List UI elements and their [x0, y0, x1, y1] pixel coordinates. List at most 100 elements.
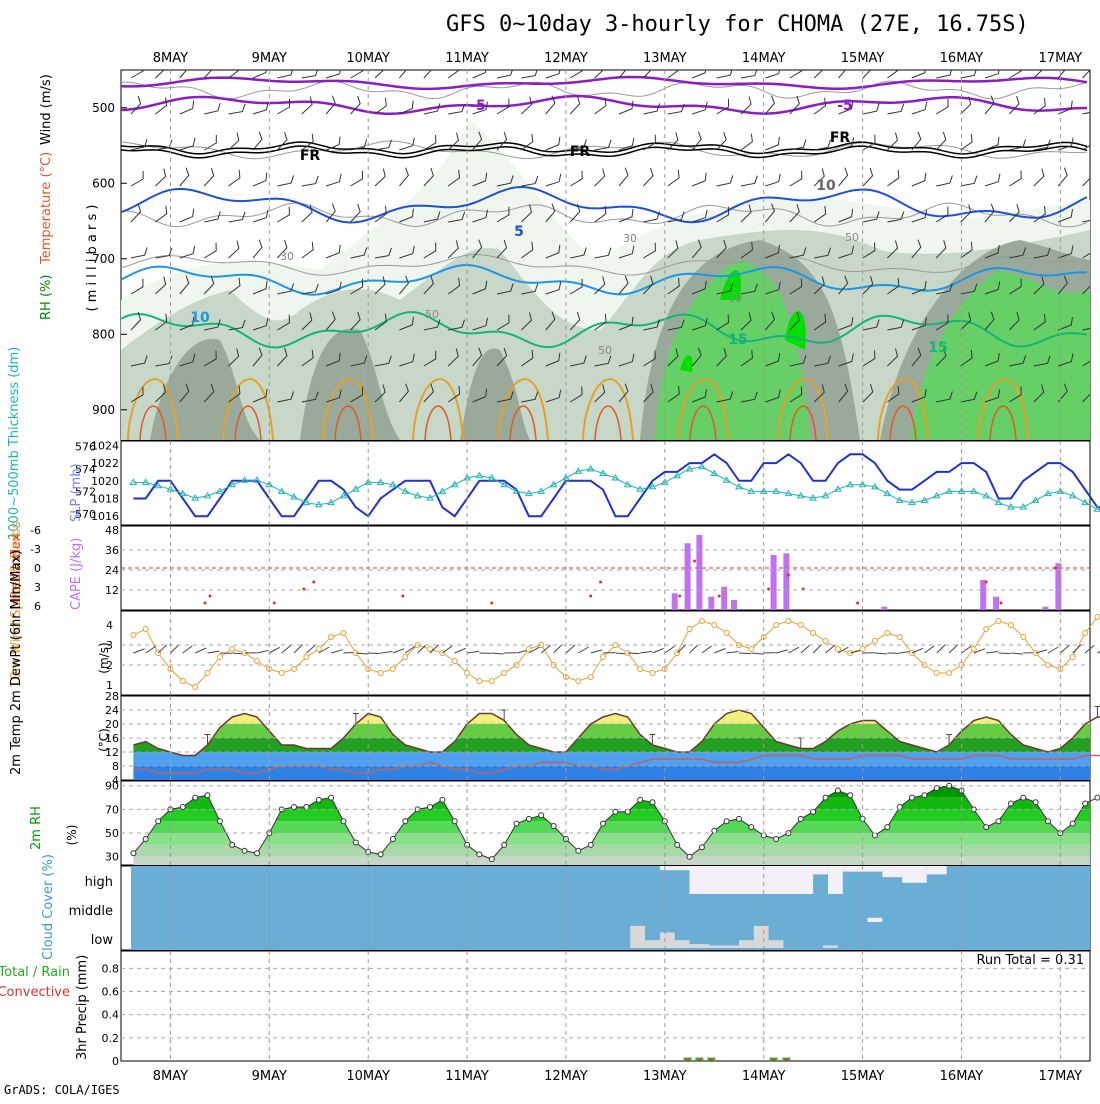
cape-bar-11: [1043, 607, 1049, 610]
rh-point: [1008, 801, 1013, 806]
cloud-low-block-9: [823, 945, 838, 948]
rh-point: [885, 825, 890, 830]
surface-wind-barb: [368, 653, 380, 654]
cloud-low-block-8: [769, 940, 784, 948]
cape-tick-36: 36: [105, 544, 119, 557]
cape-bar-6: [771, 555, 777, 610]
rh-tick-90: 90: [105, 780, 119, 793]
wind-speed-point: [1021, 635, 1026, 640]
rh-point: [452, 819, 457, 824]
rh-point: [180, 805, 185, 810]
p8-frame: [121, 951, 1090, 1061]
wind-speed-point: [947, 671, 952, 676]
wind-speed-point: [934, 671, 939, 676]
p6-unit: (%): [65, 825, 79, 846]
wind-speed-point: [650, 671, 655, 676]
wind-speed-point: [774, 623, 779, 628]
cape-bar-7: [783, 553, 789, 610]
rh-band-1: [121, 845, 1090, 857]
wind-speed-point: [403, 655, 408, 660]
rh-point: [292, 805, 297, 810]
bottom-day-label-17MAY: 17MAY: [1039, 1069, 1083, 1084]
bottom-day-label-16MAY: 16MAY: [940, 1069, 984, 1084]
rh-point: [601, 821, 606, 826]
temp-contour-label-2: FR: [300, 148, 321, 164]
rh-point: [1070, 821, 1075, 826]
li-point-10: [693, 560, 696, 563]
rh-point: [1083, 801, 1088, 806]
rh-tick-30: 30: [105, 851, 119, 864]
li-point-2: [273, 602, 276, 605]
surface-wind-barb: [628, 653, 640, 654]
slp-tick-1022: 1022: [91, 457, 119, 470]
wind-speed-point: [798, 623, 803, 628]
rh-point: [625, 809, 630, 814]
wind-speed-point: [910, 651, 915, 656]
li-point-0: [204, 602, 207, 605]
precip-convective-bar-4: [784, 1059, 788, 1061]
rh-point: [131, 851, 136, 856]
precip-convective-bar-0: [686, 1059, 690, 1061]
wind-speed-point: [724, 631, 729, 636]
rh-band-0: [121, 857, 1090, 865]
wind-speed-point: [1083, 631, 1088, 636]
rh-point: [526, 816, 531, 821]
top-day-label-17MAY: 17MAY: [1039, 51, 1083, 66]
li-tick-2: 0: [34, 562, 41, 575]
li-point-15: [856, 602, 859, 605]
cape-tick-24: 24: [105, 564, 119, 577]
rh-point: [638, 797, 643, 802]
wind-speed-point: [279, 671, 284, 676]
cloud-low-block-2: [660, 932, 675, 948]
cape-bar-3: [708, 597, 714, 610]
rh-contour-label-0: 10: [728, 292, 742, 305]
li-tick-1: -3: [30, 543, 41, 556]
rh-point: [514, 821, 519, 826]
temp-tick-28: 28: [105, 690, 119, 703]
wind-speed-point: [143, 627, 148, 632]
p7-label-cloud: Cloud Cover (%): [41, 854, 56, 960]
rh-point: [687, 854, 692, 859]
cape-bar-8: [881, 607, 887, 610]
cloud-low-block-0: [630, 926, 645, 948]
temp-band-0: [121, 766, 1090, 780]
top-day-label-10MAY: 10MAY: [346, 51, 390, 66]
li-point-3: [302, 588, 305, 591]
precip-run-total: Run Total = 0.31: [976, 953, 1084, 968]
cloud-low-block-7: [754, 926, 769, 948]
wind-speed-point: [811, 631, 816, 636]
p1-label-rh: RH (%): [39, 275, 54, 320]
wind-speed-point: [885, 631, 890, 636]
rh-point: [428, 805, 433, 810]
li-point-6: [490, 602, 493, 605]
p5-label-temp: 2m Temp 2m DewPt (6hr Min/Max): [9, 550, 24, 775]
rh-point: [403, 819, 408, 824]
rh-point: [934, 786, 939, 791]
rh-point: [724, 819, 729, 824]
temp-contour-label-7: 10: [190, 310, 210, 326]
top-day-label-11MAY: 11MAY: [445, 51, 489, 66]
rh-point: [1033, 800, 1038, 805]
rh-point: [984, 825, 989, 830]
cloud-high-block-5: [882, 866, 902, 877]
wind-speed-point: [341, 631, 346, 636]
rh-point: [156, 819, 161, 824]
rh-point: [316, 797, 321, 802]
bottom-day-label-11MAY: 11MAY: [445, 1069, 489, 1084]
rh-point: [390, 837, 395, 842]
cloud-low-block-1: [645, 940, 660, 948]
temp-contour-label-5: 5: [514, 224, 524, 240]
p5-unit: (°C): [97, 728, 111, 752]
page-title: GFS 0~10day 3-hourly for CHOMA (27E, 16.…: [446, 12, 1029, 37]
p4-unit: (m/s): [97, 642, 111, 673]
li-tick-4: 6: [34, 600, 41, 613]
bottom-day-label-8MAY: 8MAY: [153, 1069, 188, 1084]
pressure-tick-900: 900: [92, 403, 115, 417]
cloud-low-block-6: [739, 940, 754, 948]
temp-contour-label-0: -5: [470, 98, 486, 114]
wind-speed-point: [835, 647, 840, 652]
li-point-11: [718, 595, 721, 598]
li-point-1: [209, 595, 212, 598]
wind-speed-point: [996, 619, 1001, 624]
